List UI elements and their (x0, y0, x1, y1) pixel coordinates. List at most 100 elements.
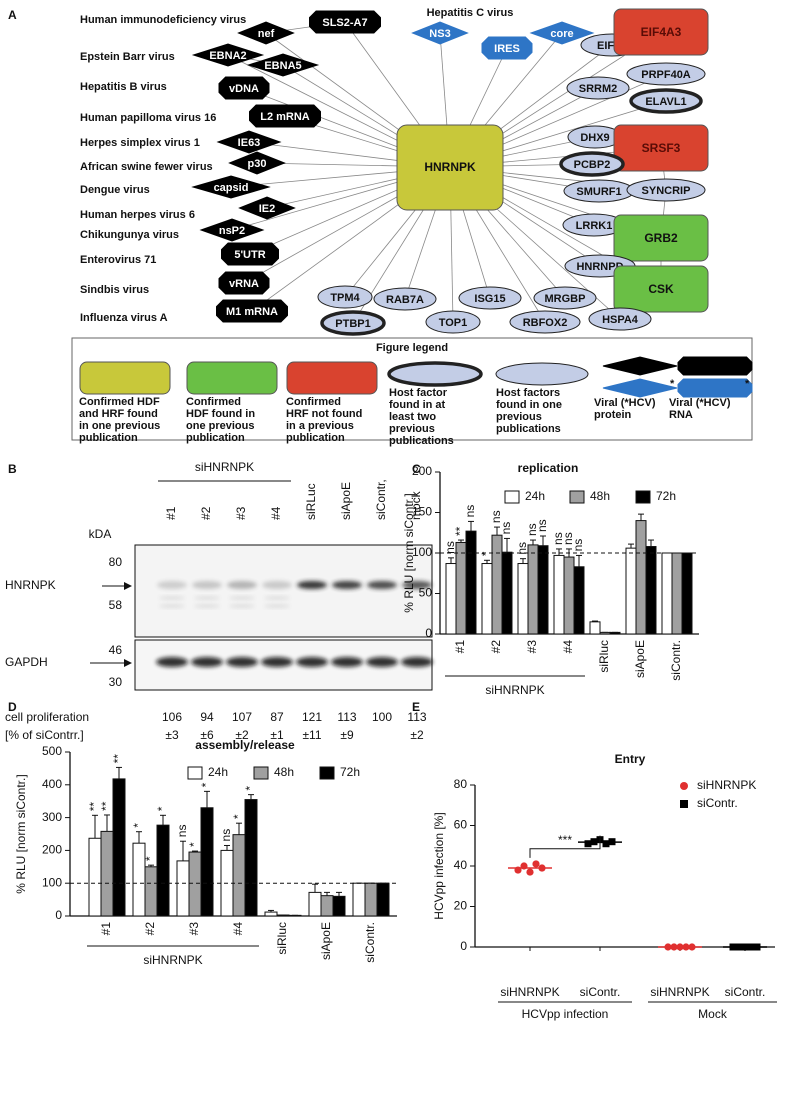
bar (176, 860, 190, 917)
bar (563, 556, 575, 635)
legend-label: siHNRNPK (697, 778, 756, 792)
legend-label: 72h (656, 489, 676, 503)
row-label: cell proliferation (5, 710, 89, 724)
band (226, 657, 258, 667)
band (194, 596, 220, 600)
band (192, 581, 222, 589)
significance: ** (99, 801, 113, 811)
legend-text: one previous (186, 420, 254, 432)
bar (553, 554, 565, 635)
point (526, 868, 534, 876)
virus-name: Hepatitis C virus (427, 7, 514, 19)
viral-factor (218, 271, 270, 295)
proliferation-error: ±2 (235, 728, 249, 742)
band (297, 581, 327, 589)
x-tick-label: #3 (187, 922, 201, 936)
legend-text: least two (389, 411, 436, 423)
proliferation-value: 113 (337, 710, 356, 724)
viral-factor-label: NS3 (429, 28, 450, 40)
significance: ** (87, 802, 101, 812)
legend-star: * (745, 378, 750, 390)
lane-label: siApoE (339, 482, 353, 520)
significance: * (187, 842, 201, 847)
viral-factor-label: core (550, 28, 573, 40)
lane-label: #2 (199, 506, 213, 520)
legend-swatch (504, 490, 520, 504)
band (159, 596, 185, 600)
point (590, 838, 598, 846)
x-tick-label: siApoE (633, 640, 647, 678)
host-factor (559, 151, 625, 177)
viral-factor-label: nsP2 (219, 225, 245, 237)
lane-label: mock (409, 490, 423, 520)
legend-text: publications (389, 435, 454, 447)
bar (491, 534, 503, 635)
band (191, 657, 223, 667)
panel-label: B (8, 462, 17, 476)
significance: * (199, 782, 213, 787)
bar (517, 563, 529, 635)
host-factor-label: RBFOX2 (523, 317, 568, 329)
bar (609, 631, 621, 635)
significance: ** (111, 754, 125, 764)
host-factor-label: SMURF1 (576, 186, 621, 198)
x-tick-label: siContr. (363, 922, 377, 963)
bar (112, 778, 126, 917)
lane-label: #1 (164, 506, 178, 520)
viral-factor (191, 43, 265, 67)
significance: ns (515, 542, 529, 555)
panel-label: D (8, 700, 17, 714)
center-label: HNRNPK (424, 160, 476, 174)
x-tick-label: #3 (525, 640, 539, 654)
x-tick-label: siHNRNPK (500, 985, 559, 999)
point (584, 840, 592, 848)
legend-text: protein (594, 409, 632, 421)
viral-factor (529, 21, 595, 45)
host-factor-label: PTBP1 (335, 318, 370, 330)
host-factor (613, 214, 709, 262)
band (157, 581, 187, 589)
point (688, 943, 696, 951)
legend-text: Confirmed (286, 396, 341, 408)
legend-label: 24h (525, 489, 545, 503)
bar (132, 842, 146, 917)
host-factor-label: PCBP2 (574, 159, 611, 171)
row-label: [% of siContrr.] (5, 728, 84, 742)
legend-text: and HRF found (79, 408, 158, 420)
host-factor-label: SRSF3 (642, 141, 681, 155)
y-tick-label: 500 (42, 744, 62, 758)
bar (156, 824, 170, 917)
band (227, 581, 257, 589)
proliferation-error: ±3 (165, 728, 179, 742)
viral-factor (246, 53, 320, 77)
band (332, 581, 362, 589)
y-tick-label: 0 (460, 939, 467, 953)
host-factor (373, 287, 437, 311)
legend-swatch (495, 362, 589, 386)
blot-top (134, 544, 433, 638)
lane-label: siRLuc (304, 483, 318, 520)
bar (352, 882, 366, 917)
significance: ns (443, 541, 457, 554)
significance: * (243, 786, 257, 791)
viral-factor (238, 196, 296, 220)
band (402, 581, 432, 589)
band (264, 596, 290, 600)
significance: ** (453, 526, 467, 536)
viral-factor-label: IE63 (238, 137, 261, 149)
proliferation-value: 113 (407, 710, 426, 724)
point (538, 864, 546, 872)
viral-factor-label: vRNA (229, 278, 259, 290)
bar (288, 914, 302, 917)
y-tick-label: 60 (454, 818, 468, 832)
viral-factor (199, 218, 265, 242)
bar (671, 552, 683, 635)
host-factor (629, 88, 703, 114)
bar (501, 551, 513, 635)
point (608, 838, 616, 846)
proliferation-value: 106 (162, 710, 182, 724)
host-factor-label: GRB2 (644, 231, 678, 245)
band (229, 604, 255, 608)
point (729, 943, 737, 951)
significance: ns (219, 829, 233, 842)
